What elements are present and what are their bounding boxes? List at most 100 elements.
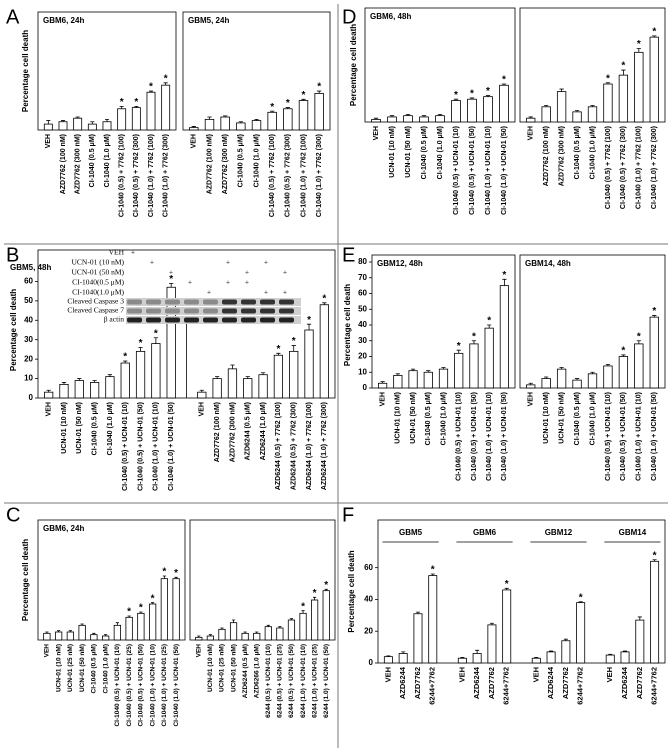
x-tick-label: CI-1040 (0.5) + UCN-01 (10) xyxy=(605,392,612,481)
bar xyxy=(241,632,249,641)
x-tick-label: 6244 (1.0) + UCN-01 (50) xyxy=(323,644,330,718)
bar xyxy=(419,116,429,123)
panel-letter: E xyxy=(342,244,355,266)
x-tick-label: CI-1040 (0.5) + 7762 (300) xyxy=(620,126,627,209)
y-tick-label: 60 xyxy=(364,563,373,572)
error-bar xyxy=(636,48,641,53)
x-tick-label: AZD7762 (100 nM) xyxy=(60,134,67,194)
bar xyxy=(146,91,156,131)
x-tick-label: AZD7762 (100 nM) xyxy=(543,126,550,186)
x-tick-label: CI-1040 (1.0 μM) xyxy=(589,392,596,445)
significance-marker: * xyxy=(307,315,311,326)
y-tick-label: 0 xyxy=(29,393,34,402)
x-tick-label: CI-1040 (1.0 μM) xyxy=(107,402,114,455)
bar xyxy=(54,631,63,641)
group-label: GBM5 xyxy=(399,528,423,537)
blot-band xyxy=(260,299,275,305)
bar xyxy=(502,589,512,664)
significance-marker: * xyxy=(127,607,131,618)
bar xyxy=(87,123,97,131)
error-bar xyxy=(453,98,459,101)
error-bar xyxy=(80,623,84,626)
bar xyxy=(634,343,644,389)
error-bar xyxy=(313,596,317,600)
x-tick-label: 6244+7762 xyxy=(502,667,511,705)
blot-band xyxy=(184,299,199,305)
error-bar xyxy=(563,638,568,641)
error-bar xyxy=(260,372,266,375)
bar xyxy=(273,354,284,399)
blot-band xyxy=(260,308,275,314)
bar xyxy=(576,602,586,664)
y-tick-label: 10 xyxy=(24,374,33,383)
chart-title: GBM6, 24h xyxy=(43,524,84,533)
significance-marker: * xyxy=(151,593,155,604)
y-axis-label: Percentage cell death xyxy=(349,24,358,106)
blot-row-label: VEH xyxy=(109,248,125,257)
error-bar xyxy=(61,382,67,385)
error-bar xyxy=(276,352,281,356)
blot-band xyxy=(241,308,256,314)
bar xyxy=(572,111,582,123)
significance-marker: * xyxy=(313,588,317,599)
x-tick-label: CI-1040 (0.5) + UCN-01 (50) xyxy=(137,402,144,491)
error-bar xyxy=(301,98,306,101)
y-tick-label: 60 xyxy=(358,289,367,298)
x-tick-label: UCN-01 (10 nM) xyxy=(543,392,550,444)
y-tick-label: 50 xyxy=(358,304,367,313)
significance-marker: * xyxy=(174,568,178,579)
x-tick-label: CI-1040 (0.5) + UCN-01 (10) xyxy=(114,644,121,727)
blot-lane-mark: + xyxy=(283,268,287,277)
bar xyxy=(499,285,509,389)
error-bar xyxy=(415,611,421,614)
significance-marker: * xyxy=(431,565,435,576)
bar xyxy=(78,624,86,641)
error-bar xyxy=(127,615,131,618)
bar xyxy=(526,384,536,389)
error-bar xyxy=(77,378,82,381)
plot-frame xyxy=(37,519,186,641)
y-tick-label: 30 xyxy=(24,335,33,344)
bar xyxy=(649,36,659,123)
x-tick-label: 6244 (1.0) + UCN-01 (10) xyxy=(300,644,307,718)
bar xyxy=(454,352,464,389)
bar xyxy=(90,634,98,641)
plot-frame xyxy=(377,519,666,664)
blot-row-label: UCN-01 (10 nM) xyxy=(72,258,125,267)
error-bar xyxy=(220,627,224,630)
bar xyxy=(258,374,268,399)
chart-title: GBM5, 24h xyxy=(188,16,229,25)
error-bar xyxy=(46,120,51,125)
bar xyxy=(487,624,497,664)
error-bar xyxy=(162,575,166,579)
significance-marker: * xyxy=(502,270,506,281)
blot-band xyxy=(260,317,275,323)
significance-marker: * xyxy=(606,73,610,84)
bar xyxy=(618,74,629,123)
error-bar xyxy=(207,116,212,120)
x-tick-label: UCN-01 (50 nM) xyxy=(558,392,565,444)
bar xyxy=(649,316,659,389)
x-tick-label: UCN-01 (10 nM) xyxy=(389,126,396,178)
bar xyxy=(451,100,461,123)
bar xyxy=(428,575,438,664)
bar xyxy=(89,382,100,399)
significance-marker: * xyxy=(621,346,625,357)
blot-lane-mark: + xyxy=(131,248,135,257)
y-tick-label: 40 xyxy=(364,595,373,604)
bar xyxy=(531,657,541,664)
x-tick-label: UCN-01 (25 nM) xyxy=(219,644,226,692)
error-bar xyxy=(45,631,49,634)
error-bar xyxy=(460,657,465,659)
x-tick-label: UCN-01 (10 nM) xyxy=(61,402,68,454)
error-bar xyxy=(153,337,158,344)
blot-band xyxy=(165,299,180,305)
significance-marker: * xyxy=(454,90,458,101)
x-tick-label: 6244 (1.0) + UCN-01 (25) xyxy=(311,644,318,718)
x-tick-label: CI-1040 (1.0) + 7762 (100) xyxy=(636,126,643,209)
x-tick-label: AZD7762 xyxy=(635,667,644,699)
error-bar xyxy=(652,559,657,562)
bar xyxy=(605,654,615,664)
significance-marker: * xyxy=(301,601,305,612)
error-bar xyxy=(266,624,270,627)
